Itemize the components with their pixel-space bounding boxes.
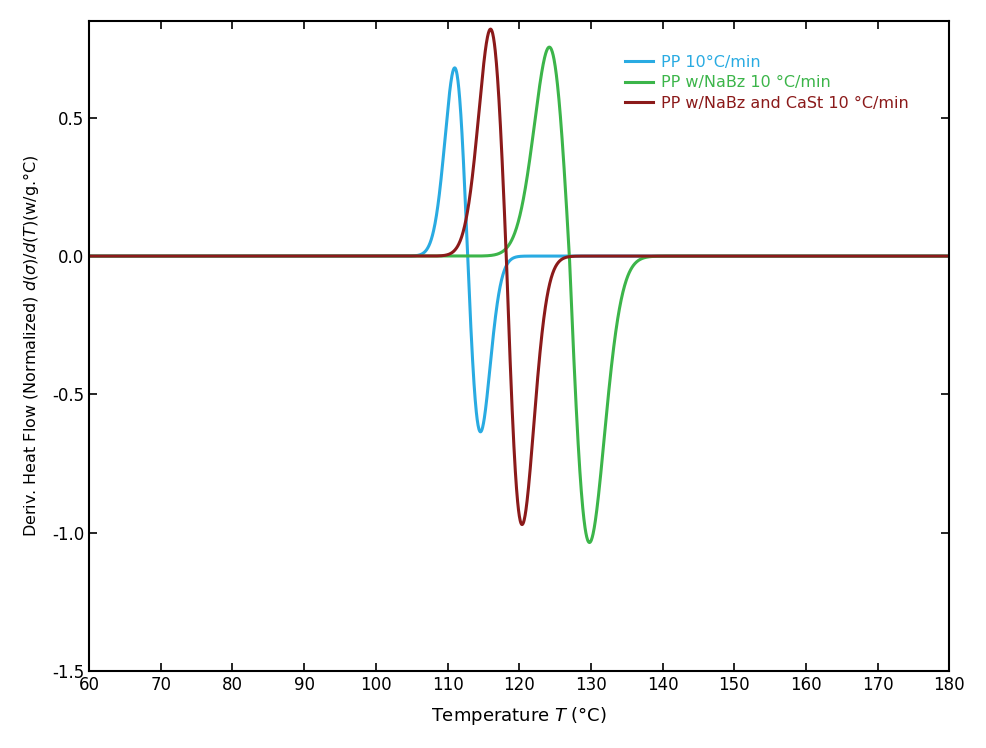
Legend: PP 10°C/min, PP w/NaBz 10 °C/min, PP w/NaBz and CaSt 10 °C/min: PP 10°C/min, PP w/NaBz 10 °C/min, PP w/N… <box>618 49 916 117</box>
X-axis label: Temperature $T$ (°C): Temperature $T$ (°C) <box>431 705 607 727</box>
Y-axis label: Deriv. Heat Flow (Normalized) $d(\sigma)/d(T)$(w/g.°C): Deriv. Heat Flow (Normalized) $d(\sigma)… <box>21 155 40 537</box>
